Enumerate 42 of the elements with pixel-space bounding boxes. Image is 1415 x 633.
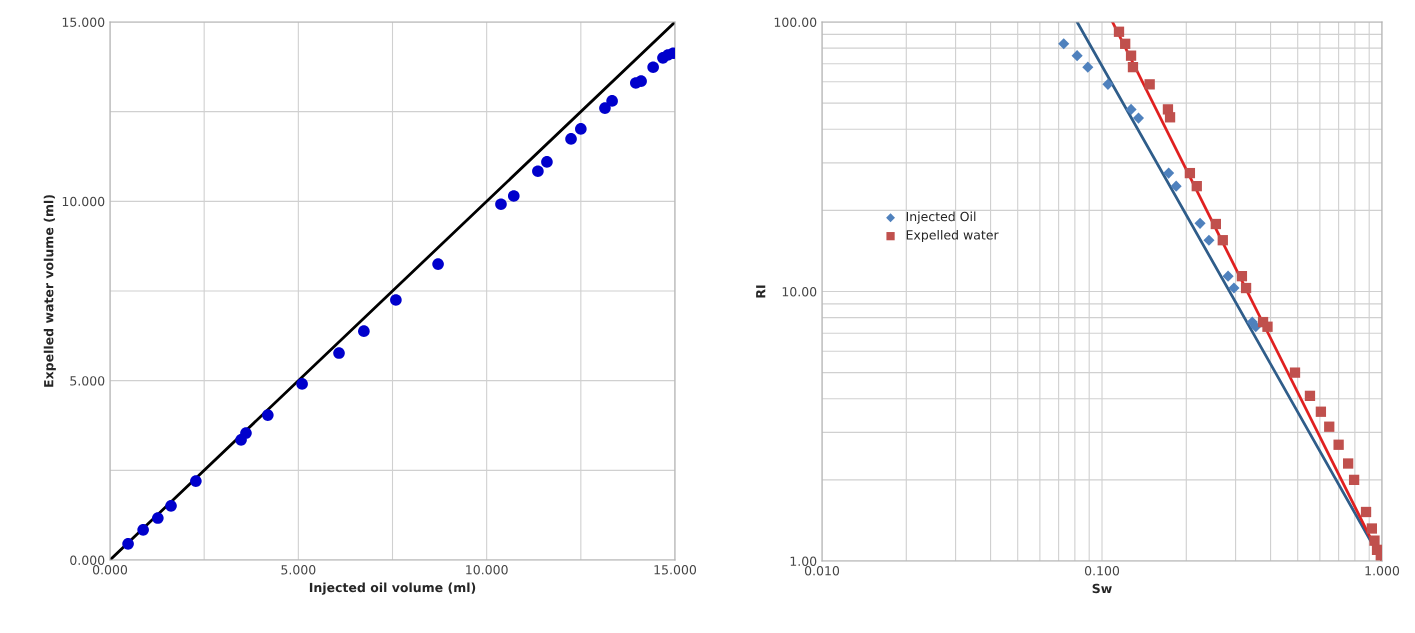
- point: [152, 512, 164, 524]
- point: [432, 258, 444, 270]
- x-tick-label: 0.010: [804, 566, 840, 576]
- point: [240, 427, 252, 439]
- point: [165, 500, 177, 512]
- point: [137, 524, 149, 536]
- y-tick-label: 0.000: [70, 555, 105, 565]
- x-tick-label: 5.000: [281, 565, 316, 575]
- x-tick-label: 0.100: [1084, 566, 1120, 576]
- point: [541, 156, 553, 168]
- y-axis-title: RI: [756, 285, 766, 298]
- point: [565, 133, 577, 145]
- point: [122, 538, 134, 550]
- point: [647, 61, 659, 73]
- x-tick-label: 10.000: [466, 565, 508, 575]
- x-tick-label: 15.000: [654, 565, 697, 575]
- legend-label: Expelled water: [906, 229, 999, 243]
- legend-label: Injected Oil: [906, 211, 976, 224]
- x-tick-label: 1.000: [1365, 566, 1400, 576]
- x-tick-label: 0.000: [92, 565, 128, 575]
- point: [190, 475, 202, 487]
- point: [507, 190, 520, 202]
- point: [599, 102, 611, 114]
- point: [333, 347, 345, 359]
- y-tick-label: 10.00: [782, 286, 817, 297]
- point: [358, 325, 370, 337]
- point: [606, 95, 618, 107]
- y-tick-label: 5.000: [70, 376, 105, 386]
- y-axis-title: Expelled water volume (ml): [43, 195, 56, 387]
- point: [575, 123, 587, 135]
- point: [262, 409, 274, 421]
- x-axis-title: Sw: [1092, 583, 1112, 594]
- point: [296, 378, 308, 390]
- y-tick-label: 100.00: [774, 17, 817, 27]
- y-tick-label: 1.00: [790, 556, 817, 566]
- point: [390, 294, 402, 306]
- x-axis-title: Injected oil volume (ml): [309, 582, 476, 595]
- y-tick-label: 15.000: [62, 17, 105, 27]
- point: [532, 165, 544, 178]
- point: [635, 75, 647, 87]
- point: [495, 198, 507, 211]
- y-tick-label: 10.000: [62, 196, 105, 207]
